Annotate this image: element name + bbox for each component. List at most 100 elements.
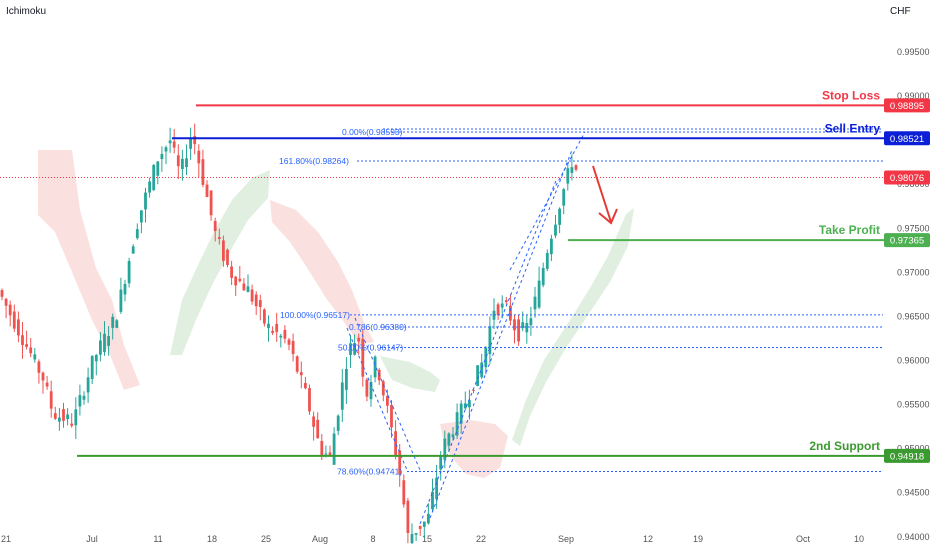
candle-body [226,249,229,265]
candle-body [463,403,467,409]
candle-body [340,382,344,410]
candle-body [70,423,74,426]
fib-label: 50.00%(0.96147) [338,343,403,353]
candle-body [410,533,414,544]
candle-body [94,355,98,362]
candle-body [550,238,553,255]
y-tick-label: 0.94500 [897,488,930,498]
x-tick-label: 19 [693,534,703,544]
candle-body [525,323,529,333]
candle-body [422,521,426,527]
y-tick-label: 0.95500 [897,400,930,410]
fibonacci-tools: 0.00%(0.98593) 161.80%(0.98264) 100.00%(0.… [279,127,883,525]
candle-body [242,283,246,291]
level-price-tag [884,98,930,113]
candle-body [476,365,479,386]
candle-body [316,419,320,439]
candle-body [431,491,434,510]
y-tick-label: 0.97000 [897,267,930,277]
candle-body [447,433,451,446]
candle-body [336,415,340,431]
candle-body [299,372,303,376]
candle-body [509,305,512,321]
fib-label: 161.80%(0.98264) [279,156,349,166]
axes: 0.995000.990000.985000.980000.975000.970… [1,47,930,544]
fib-label: 78.60%(0.94741) [337,466,402,476]
candle-body [459,403,463,424]
level-name: Sell Entry [825,121,881,135]
candle-body [566,168,570,184]
sell-arrow [592,165,618,225]
candle-body [545,252,549,269]
x-tick-label: Aug [312,534,328,544]
candle-body [115,320,119,328]
kumo-bear-2 [270,200,374,345]
candle-body [25,344,28,347]
candle-body [201,159,205,185]
candle-body [279,335,283,338]
x-tick-label: 12 [643,534,653,544]
candle-body [541,268,545,286]
candle-body [160,153,164,160]
candle-body [62,409,65,421]
candle-body [304,383,307,389]
candle-body [312,416,315,427]
candle-body [345,368,348,390]
candle-body [320,440,324,456]
candle-body [517,319,520,342]
x-tick-label: 10 [854,534,864,544]
candle-body [53,413,57,419]
candle-body [156,161,160,176]
candle-body [234,276,238,286]
candle-body [131,246,135,254]
candle-body [521,322,525,329]
candle-body [504,300,508,303]
candle-body [140,210,143,223]
kumo-bull-2 [380,356,440,392]
candle-body [107,336,110,346]
candle-body [496,304,500,316]
candle-body [468,400,471,408]
arrow-head [598,208,618,225]
candle-body [332,433,336,465]
kumo-bull-1 [170,170,270,355]
level-name: Stop Loss [822,88,880,102]
arrow-shaft [592,165,612,223]
candle-body [258,300,262,307]
currency-label: CHF [890,6,911,17]
candle-body [365,379,369,397]
candle-body [275,323,279,332]
fib-label: 0.00%(0.98593) [342,127,403,137]
x-tick-label: 22 [476,534,486,544]
candle-body [558,208,561,225]
x-tick-label: 18 [207,534,217,544]
candle-body [386,396,389,406]
candle-body [533,296,537,310]
candle-body [185,158,188,168]
candle-body [513,319,516,331]
fib-trend-line [419,177,558,525]
candle-body [283,329,287,339]
candle-body [230,266,233,278]
candle-body [21,335,24,346]
x-tick-label: 8 [370,534,375,544]
candle-body [570,167,574,173]
candle-body [250,289,254,302]
candle-body [394,431,397,456]
candle-body [209,190,213,216]
candle-body [90,355,94,380]
candle-body [349,343,352,355]
candle-body [574,165,578,170]
candle-body [49,391,53,409]
candle-body [17,319,20,336]
candle-body [480,362,484,378]
x-tick-label: 21 [1,534,11,544]
fib-trend-line [509,131,586,271]
candle-body [82,395,86,400]
candle-body [8,304,12,316]
candle-body [205,184,209,197]
candle-body [246,286,250,292]
candle-body [119,289,123,312]
candle-body [254,294,258,307]
